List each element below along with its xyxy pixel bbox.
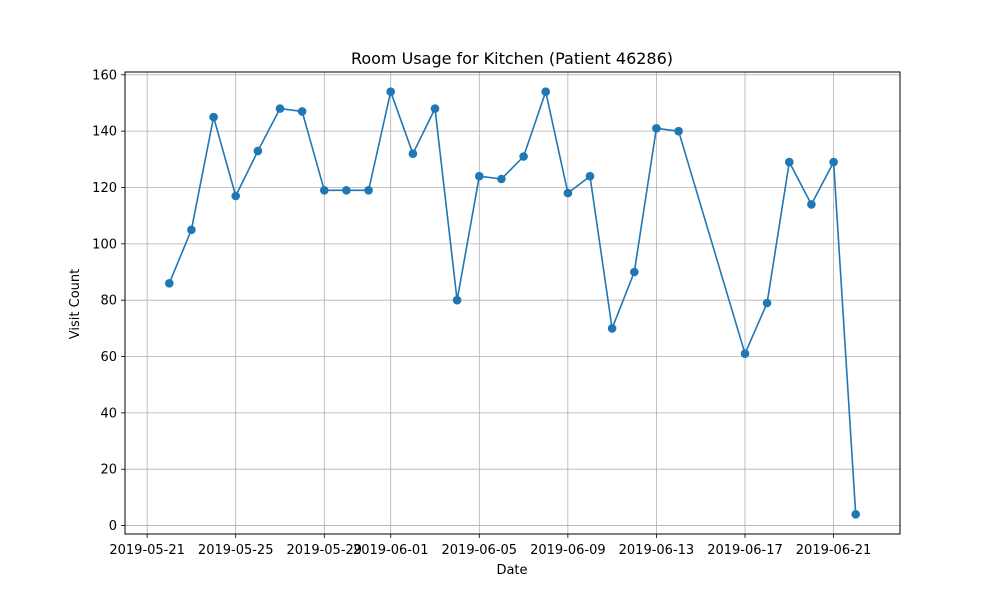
- y-tick-label: 120: [92, 181, 117, 196]
- x-tick-label: 2019-05-21: [109, 543, 185, 558]
- data-point: [785, 157, 794, 167]
- data-point: [165, 279, 174, 288]
- data-point: [320, 186, 329, 195]
- data-point: [519, 152, 528, 161]
- x-tick-label: 2019-06-13: [619, 543, 695, 558]
- y-tick-label: 160: [92, 68, 117, 83]
- x-axis-label: Date: [496, 563, 527, 578]
- y-tick-label: 60: [100, 350, 117, 365]
- series-line: [168, 90, 857, 515]
- x-tick-label: 2019-06-09: [530, 543, 606, 558]
- data-point: [829, 157, 838, 167]
- data-point: [408, 149, 418, 158]
- data-point: [563, 188, 573, 198]
- data-point: [630, 267, 639, 277]
- plot-frame: [124, 71, 901, 535]
- data-point: [342, 186, 351, 195]
- y-tick-label: 140: [92, 125, 117, 140]
- data-point: [740, 349, 750, 359]
- data-point: [541, 87, 550, 96]
- chart-title: Room Usage for Kitchen (Patient 46286): [351, 49, 673, 68]
- data-point: [231, 191, 240, 201]
- data-point: [275, 104, 285, 113]
- data-point: [452, 295, 462, 305]
- data-point: [187, 225, 196, 235]
- series-line-group: [165, 87, 860, 519]
- x-tick-label: 2019-05-25: [198, 543, 274, 558]
- data-point: [762, 298, 772, 308]
- data-point: [585, 171, 595, 181]
- y-tick-label: 80: [100, 294, 117, 309]
- grid-lines: [125, 72, 900, 534]
- x-tick-label: 2019-06-05: [442, 543, 518, 558]
- y-axis-label: Visit Count: [68, 269, 83, 339]
- y-tick-label: 0: [109, 519, 117, 534]
- data-point: [297, 107, 307, 116]
- data-point: [607, 324, 617, 333]
- y-axis-ticks: 0 20 40 60 80 100 120 140 160: [92, 68, 125, 534]
- x-tick-label: 2019-06-21: [796, 543, 872, 558]
- y-tick-label: 20: [100, 463, 117, 478]
- x-tick-label: 2019-06-01: [353, 543, 429, 558]
- data-point: [209, 112, 218, 122]
- y-tick-label: 100: [92, 237, 117, 252]
- y-tick-label: 40: [100, 406, 117, 421]
- x-tick-label: 2019-06-17: [707, 543, 783, 558]
- data-point: [386, 87, 396, 96]
- data-point: [851, 510, 860, 519]
- data-point: [807, 200, 816, 209]
- data-point: [364, 186, 373, 195]
- data-point: [430, 104, 440, 113]
- x-tick-label: 2019-05-29: [287, 543, 363, 558]
- data-point: [652, 124, 661, 133]
- data-point: [475, 171, 484, 181]
- data-point: [674, 126, 683, 136]
- data-point: [497, 174, 506, 184]
- data-point: [253, 146, 263, 156]
- x-axis-ticks: 2019-05-21 2019-05-25 2019-05-292019-06-01…: [109, 534, 871, 558]
